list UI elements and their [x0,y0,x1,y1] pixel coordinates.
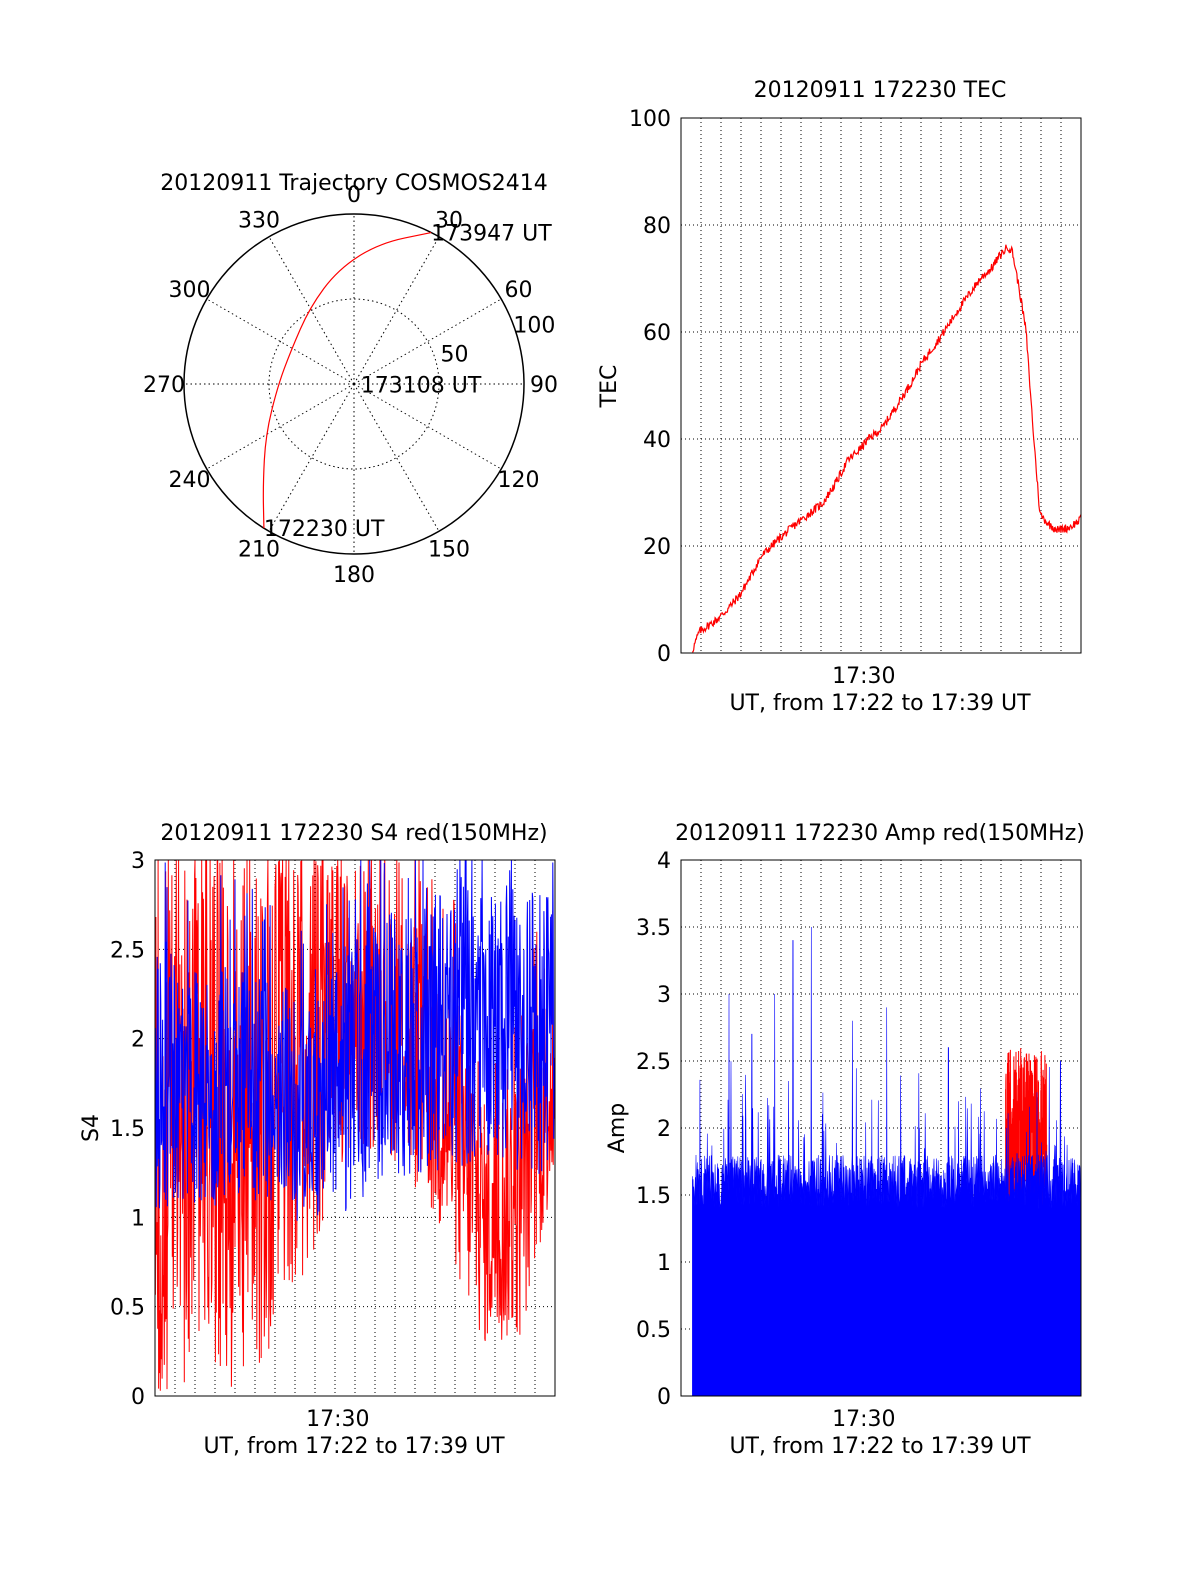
y-tick-label-5: 2.5 [110,938,145,963]
s4-chart: 20120911 172230 S4 red(150MHz) 0 0.5 1 1.5 2… [79,821,556,1459]
polar-spoke-120 [353,383,502,470]
y-tick-label-4: 2 [657,1117,671,1142]
polar-grid [183,213,525,555]
polar-azimuth-label-120: 120 [498,468,540,493]
x-tick-label-0: 17:30 [306,1407,369,1432]
polar-annotation-1: 173108 UT [361,374,482,399]
amp-frame [680,859,1082,1397]
amp-chart: 20120911 172230 Amp red(150MHz) 0 0.5 1 1.5… [605,821,1085,1459]
polar-azimuth-label-60: 60 [505,278,533,303]
y-tick-label-3: 1.5 [110,1117,145,1142]
tec-x-ticks: 17:30 [832,664,895,689]
polar-annotation-2: 173947 UT [431,222,552,247]
s4-title: 20120911 172230 S4 red(150MHz) [160,821,547,846]
polar-spoke-30 [353,236,440,385]
polar-azimuth-label-240: 240 [168,468,210,493]
y-tick-label-5: 2.5 [636,1050,671,1075]
y-tick-label-5: 100 [629,107,671,132]
y-tick-label-1: 20 [643,535,671,560]
y-tick-label-2: 1 [131,1206,145,1231]
polar-spoke-240 [206,383,355,470]
polar-spoke-210 [268,383,355,532]
y-tick-label-8: 4 [657,849,671,874]
polar-spoke-300 [206,298,355,385]
y-tick-label-4: 80 [643,214,671,239]
amp-y-ticks: 0 0.5 1 1.5 2 2.5 3 3.5 4 [636,849,671,1410]
s4-blue-line [154,859,556,1221]
tec-series [691,244,1082,653]
y-tick-label-6: 3 [131,849,145,874]
polar-azimuth-label-330: 330 [238,208,280,233]
y-tick-label-7: 3.5 [636,916,671,941]
polar-annotation-0: 172230 UT [264,517,385,542]
y-tick-label-0: 0 [657,1385,671,1410]
tec-line [691,244,1082,653]
s4-ylabel: S4 [79,1114,104,1142]
y-tick-label-1: 0.5 [110,1296,145,1321]
polar-ring-label-50: 50 [441,343,469,368]
tec-grid [681,118,1081,653]
tec-ylabel: TEC [597,365,622,409]
y-tick-label-3: 1.5 [636,1184,671,1209]
polar-ring-labels: 50 100 [441,313,556,367]
s4-xlabel: UT, from 17:22 to 17:39 UT [203,1434,505,1459]
s4-frame [154,859,556,1397]
s4-y-ticks: 0 0.5 1 1.5 2 2.5 3 [110,849,145,1410]
polar-azimuth-label-180: 180 [333,563,375,588]
polar-spoke-60 [353,298,502,385]
y-tick-label-1: 0.5 [636,1318,671,1343]
y-tick-label-0: 0 [131,1385,145,1410]
amp-title: 20120911 172230 Amp red(150MHz) [675,821,1085,846]
tec-y-ticks: 0 20 40 60 80 100 [629,107,671,667]
polar-annotations: 172230 UT 173108 UT 173947 UT [264,222,552,543]
polar-azimuth-label-90: 90 [530,373,558,398]
polar-azimuth-label-210: 210 [238,538,280,563]
polar-azimuth-label-0: 0 [347,183,361,208]
y-tick-label-6: 3 [657,983,671,1008]
amp-x-ticks: 17:30 [832,1407,895,1432]
polar-spoke-330 [268,236,355,385]
x-tick-label-0: 17:30 [832,664,895,689]
s4-x-ticks: 17:30 [306,1407,369,1432]
polar-chart: 20120911 Trajectory COSMOS2414 0 30 60 90 12… [143,171,558,588]
amp-xlabel: UT, from 17:22 to 17:39 UT [729,1434,1031,1459]
amp-series [692,926,1082,1397]
tec-xlabel: UT, from 17:22 to 17:39 UT [729,691,1031,716]
polar-title: 20120911 Trajectory COSMOS2414 [160,171,547,196]
x-tick-label-0: 17:30 [832,1407,895,1432]
s4-series [154,859,556,1391]
polar-ring-0 [268,298,440,470]
polar-outer-ring [183,213,525,555]
tec-title: 20120911 172230 TEC [754,78,1007,103]
y-tick-label-4: 2 [131,1028,145,1053]
amp-blue-area [692,926,1082,1397]
polar-trajectory-line [262,231,432,529]
amp-ylabel: Amp [605,1103,630,1153]
y-tick-label-2: 1 [657,1251,671,1276]
polar-azimuth-label-150: 150 [428,538,470,563]
polar-azimuth-label-300: 300 [168,278,210,303]
polar-ring-label-100: 100 [513,313,555,338]
polar-trajectory [262,231,432,529]
y-tick-label-0: 0 [657,642,671,667]
tec-frame [680,117,1082,654]
y-tick-label-2: 40 [643,428,671,453]
polar-azimuth-labels: 0 30 60 90 120 150 180 210 240 270 300 330 [143,183,558,588]
tec-chart: 20120911 172230 TEC 0 20 40 60 80 100 17:30 T… [597,78,1082,716]
polar-azimuth-label-270: 270 [143,373,185,398]
y-tick-label-3: 60 [643,321,671,346]
polar-spoke-150 [353,383,440,532]
polar-azimuth-label-30: 30 [435,208,463,233]
